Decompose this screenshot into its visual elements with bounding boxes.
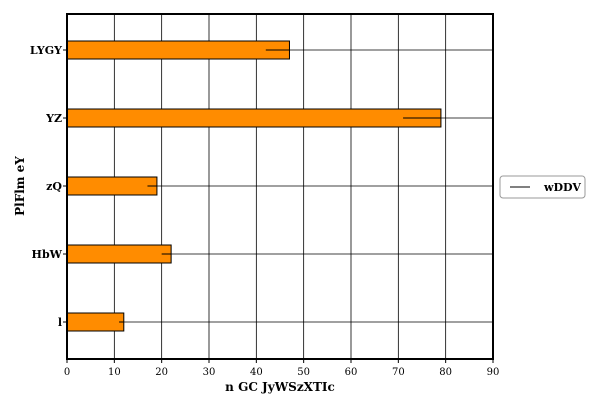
y-axis: LYGY YZ zQ HbW l: [30, 44, 67, 329]
category-label: LYGY: [30, 44, 62, 57]
x-tick-label: 10: [108, 367, 121, 378]
x-tick-label: 30: [203, 367, 216, 378]
x-axis-title: n GC JyWSzXTIc: [225, 380, 335, 394]
x-tick-label: 0: [64, 367, 70, 378]
bar: [66, 244, 172, 264]
category-label: HbW: [32, 248, 63, 261]
legend-box: [499, 175, 586, 199]
x-tick-label: 80: [439, 367, 452, 378]
category-label: YZ: [45, 112, 62, 125]
x-tick-label: 50: [297, 367, 310, 378]
legend-label: wDDV: [543, 181, 581, 194]
legend: wDDV: [499, 175, 586, 199]
lines-layer: [119, 49, 441, 323]
x-tick-label: 40: [250, 367, 263, 378]
x-tick-label: 90: [487, 367, 500, 378]
y-axis-title: PlFlm eY: [13, 156, 27, 216]
category-label: l: [58, 316, 62, 329]
bar: [66, 176, 158, 196]
bar: [66, 312, 125, 332]
x-tick-label: 20: [155, 367, 168, 378]
bar: [66, 40, 290, 60]
category-label: zQ: [46, 180, 62, 193]
bar: [66, 108, 442, 128]
x-tick-label: 60: [345, 367, 358, 378]
x-axis: 0 10 20 30 40 50 60 70 80 90: [64, 359, 500, 378]
x-tick-label: 70: [392, 367, 405, 378]
